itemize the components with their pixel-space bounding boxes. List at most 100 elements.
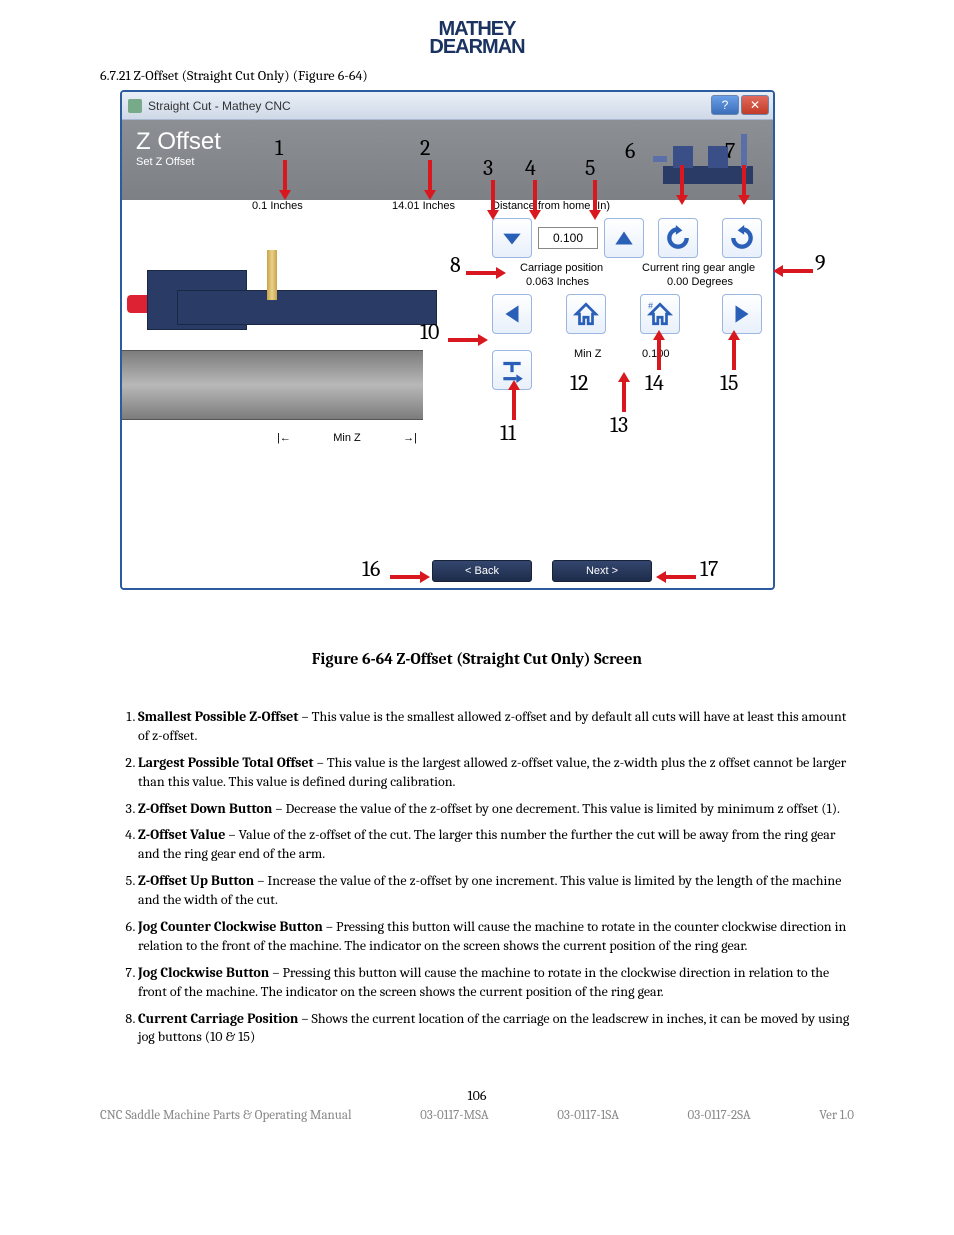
sep: – — [314, 754, 327, 771]
back-button[interactable]: < Back — [432, 560, 532, 582]
arrow-8 — [466, 263, 506, 280]
minz-btn-label: Min Z — [574, 348, 602, 360]
svg-text:#: # — [648, 301, 653, 311]
term: Jog Counter Clockwise Button — [138, 918, 323, 935]
definitions-list: Smallest Possible Z-Offset – This value … — [110, 708, 854, 1047]
desc: Decrease the value of the z-offset by on… — [285, 800, 839, 817]
callout-12: 12 — [570, 370, 588, 396]
arrow-11 — [508, 380, 520, 420]
callout-11: 11 — [500, 420, 516, 446]
estop-graphic — [127, 295, 149, 313]
torch-graphic — [267, 250, 277, 300]
window-titlebar: Straight Cut - Mathey CNC ? ✕ — [122, 92, 773, 120]
home-ring-button[interactable]: # — [640, 294, 680, 334]
pipe-graphic — [122, 350, 423, 420]
z-value-box[interactable]: 0.100 — [538, 227, 598, 249]
arrow-9 — [773, 261, 813, 278]
term: Largest Possible Total Offset — [138, 754, 314, 771]
callout-9: 9 — [815, 250, 826, 276]
list-item: Smallest Possible Z-Offset – This value … — [138, 708, 854, 746]
callout-13: 13 — [610, 412, 628, 438]
desc: Value of the z-offset of the cut. The la… — [138, 826, 835, 862]
term: Z-Offset Up Button — [138, 872, 254, 889]
callout-7: 7 — [725, 138, 735, 164]
sep: – — [323, 918, 336, 935]
callout-16: 16 — [362, 556, 380, 582]
list-item: Z-Offset Value – Value of the z-offset o… — [138, 826, 854, 864]
footer-left: CNC Saddle Machine Parts & Operating Man… — [100, 1108, 352, 1123]
minz-bracket-label: Min Z — [333, 432, 361, 444]
page-number: 106 — [100, 1087, 854, 1104]
sep: – — [298, 708, 311, 725]
arrow-5 — [589, 180, 601, 220]
callout-5: 5 — [585, 155, 595, 181]
section-heading: 6.7.21 Z-Offset (Straight Cut Only) (Fig… — [100, 67, 854, 84]
arrow-3 — [487, 180, 499, 200]
figure-caption: Figure 6-64 Z-Offset (Straight Cut Only)… — [100, 650, 854, 668]
sep: – — [254, 872, 267, 889]
callout-6: 6 — [625, 138, 635, 164]
work-area: 0.1 Inches 14.01 Inches Distance from ho… — [122, 200, 773, 552]
z-up-button[interactable] — [604, 218, 644, 258]
figure-6-64: Straight Cut - Mathey CNC ? ✕ Z Offset S… — [120, 90, 840, 630]
page-footer: 106 CNC Saddle Machine Parts & Operating… — [100, 1087, 854, 1123]
list-item: Jog Counter Clockwise Button – Pressing … — [138, 918, 854, 956]
callout-8: 8 — [450, 252, 461, 278]
arrow-13 — [618, 372, 630, 412]
arrow-15 — [728, 330, 740, 370]
sep: – — [225, 826, 238, 843]
minz-bracket: Min Z — [277, 432, 417, 452]
footer-mid1: 03-0117-MSA — [420, 1108, 489, 1123]
callout-2: 2 — [420, 135, 430, 161]
next-button[interactable]: Next > — [552, 560, 652, 582]
list-item: Current Carriage Position – Shows the cu… — [138, 1010, 854, 1048]
list-item: Largest Possible Total Offset – This val… — [138, 754, 854, 792]
help-button[interactable]: ? — [711, 95, 739, 115]
term: Z-Offset Value — [138, 826, 225, 843]
list-item: Jog Clockwise Button – Pressing this but… — [138, 964, 854, 1002]
footer-mid3: 03-0117-2SA — [688, 1108, 751, 1123]
callout-1: 1 — [275, 135, 283, 161]
arrow-17 — [656, 567, 696, 584]
close-button[interactable]: ✕ — [741, 95, 769, 115]
footer-mid2: 03-0117-1SA — [557, 1108, 619, 1123]
carriage-body — [177, 290, 437, 325]
z-down-button[interactable] — [492, 218, 532, 258]
term: Smallest Possible Z-Offset — [138, 708, 298, 725]
jog-left-button[interactable] — [492, 294, 532, 334]
sep: – — [298, 1010, 311, 1027]
window-title: Straight Cut - Mathey CNC — [148, 99, 291, 113]
brand-logo: MATHEY DEARMAN — [100, 20, 854, 57]
arrow-2 — [424, 160, 436, 200]
callout-10: 10 — [420, 319, 439, 345]
callout-17: 17 — [700, 556, 718, 582]
arrow-6 — [676, 165, 688, 205]
sep: – — [272, 800, 285, 817]
term: Current Carriage Position — [138, 1010, 298, 1027]
min-offset-label: 0.1 Inches — [252, 200, 303, 212]
logo-line2: DEARMAN — [429, 38, 524, 56]
max-offset-label: 14.01 Inches — [392, 200, 455, 212]
footer-right: Ver 1.0 — [819, 1108, 854, 1123]
arrow-16 — [390, 567, 430, 584]
home-carriage-button[interactable] — [566, 294, 606, 334]
arrow-1 — [279, 160, 291, 200]
carriage-pos-label: Carriage position — [520, 262, 603, 274]
arrow-10 — [448, 330, 488, 347]
callout-3: 3 — [483, 155, 493, 181]
jog-ccw-button[interactable] — [658, 218, 698, 258]
jog-cw-button[interactable] — [722, 218, 762, 258]
jog-right-button[interactable] — [722, 294, 762, 334]
ring-angle-label: Current ring gear angle — [642, 262, 755, 274]
sep: – — [269, 964, 282, 981]
ring-angle-value: 0.00 Degrees — [667, 276, 733, 288]
callout-4: 4 — [525, 155, 536, 181]
arrow-4 — [529, 180, 541, 220]
carriage-graphic — [127, 250, 447, 350]
list-item: Z-Offset Down Button – Decrease the valu… — [138, 800, 854, 819]
carriage-pos-value: 0.063 Inches — [526, 276, 589, 288]
callout-15: 15 — [720, 370, 738, 396]
term: Jog Clockwise Button — [138, 964, 269, 981]
term: Z-Offset Down Button — [138, 800, 272, 817]
callout-14: 14 — [645, 370, 664, 396]
